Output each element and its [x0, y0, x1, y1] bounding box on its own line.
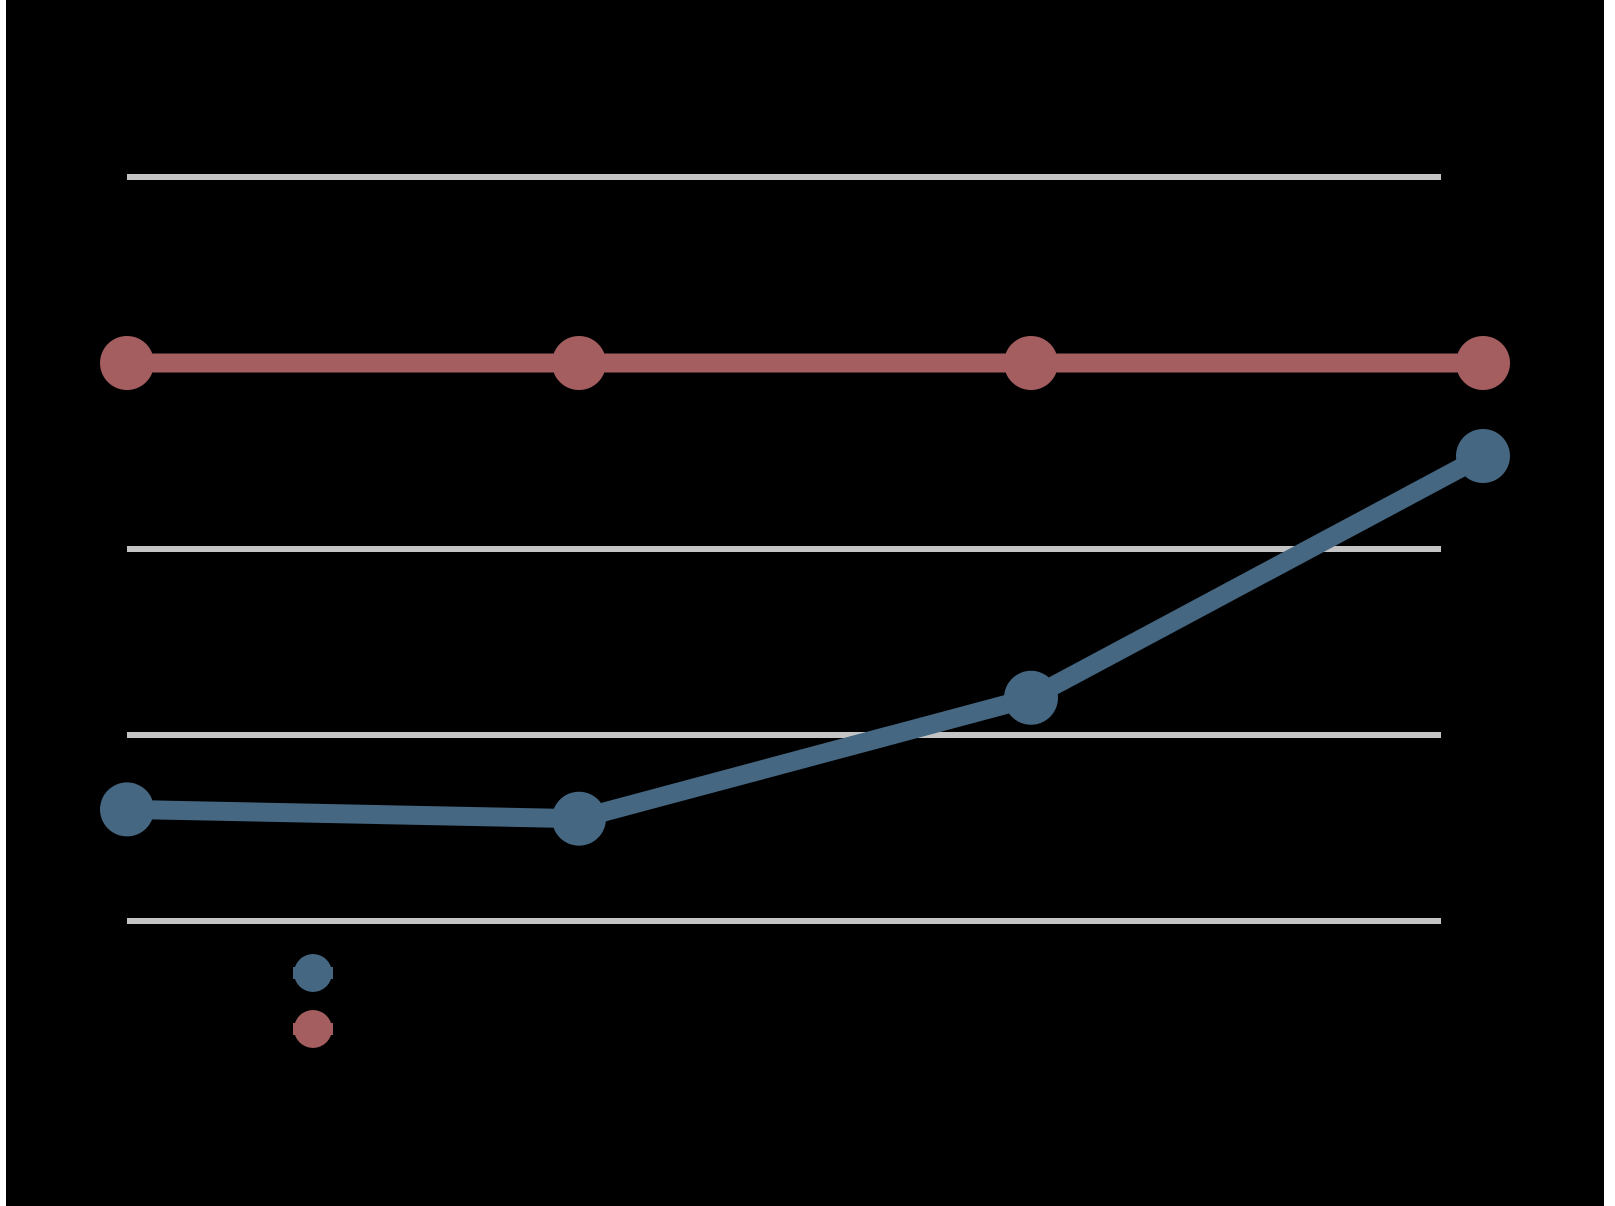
series-1-point-2: [552, 791, 606, 846]
series-1-point-3: [1004, 670, 1058, 725]
series-2-point-1: [100, 336, 154, 390]
series-lines: [100, 336, 1510, 846]
legend: [293, 954, 333, 1048]
series-2-point-3: [1004, 336, 1058, 390]
series-1-line: [117, 446, 1493, 829]
series-2-point-2: [552, 336, 606, 390]
series-1-point-4: [1456, 429, 1510, 483]
chart-background: [6, 0, 1604, 1206]
series-1-point-1: [100, 782, 154, 837]
legend-marker-1: [294, 954, 332, 992]
gridlines: [127, 174, 1441, 924]
series-2-point-4: [1456, 336, 1510, 390]
legend-marker-2: [294, 1010, 332, 1048]
